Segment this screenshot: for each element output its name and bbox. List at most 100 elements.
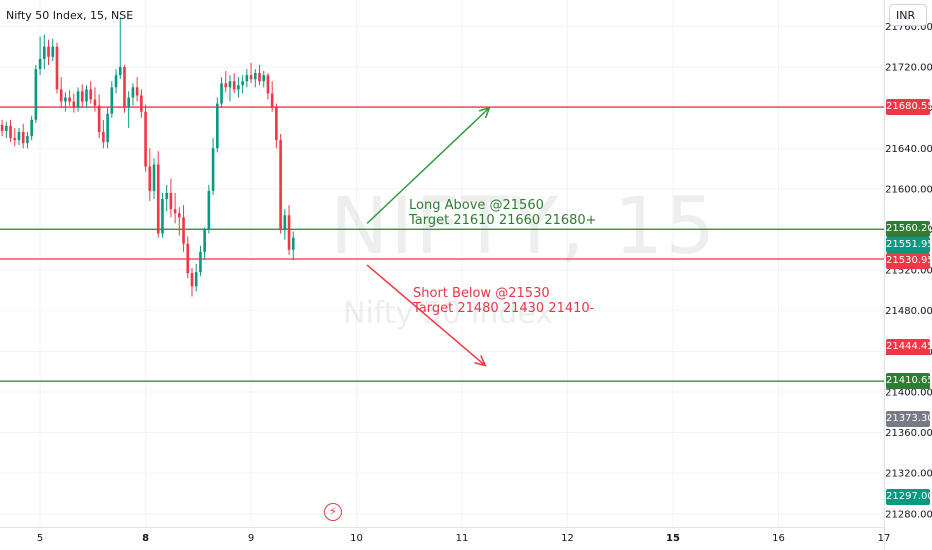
- y-tick-label: 21760.00: [885, 22, 932, 33]
- candle-body: [17, 132, 21, 141]
- y-tick-label: 21520.00: [885, 266, 932, 277]
- candle-body: [203, 229, 206, 252]
- candle-body: [123, 67, 126, 108]
- x-tick-label: 16: [772, 533, 785, 544]
- candle-body: [51, 46, 55, 57]
- candle-body: [114, 75, 118, 88]
- candle-body: [156, 164, 160, 234]
- candle-body: [89, 89, 93, 100]
- x-tick-label: 11: [456, 533, 469, 544]
- candle-body: [106, 113, 109, 143]
- candle-body: [287, 215, 291, 250]
- x-tick-label: 15: [666, 533, 680, 544]
- long-note-line-2: Target 21610 21660 21680+: [409, 213, 597, 228]
- candle-body: [232, 81, 236, 90]
- candle-body: [152, 164, 156, 191]
- candle-body: [68, 97, 71, 102]
- price-tag: 21410.65: [886, 373, 932, 390]
- x-tick-label: 5: [37, 533, 43, 544]
- candle-body: [110, 87, 114, 114]
- long-arrow: [366, 107, 490, 224]
- candle-body: [194, 272, 198, 287]
- y-tick-label: 21720.00: [885, 63, 932, 74]
- candle-body: [173, 209, 177, 214]
- short-note: Short Below @21530 Target 21480 21430 21…: [413, 286, 594, 316]
- currency-selector[interactable]: INR: [889, 4, 927, 26]
- price-tag: 21560.20: [886, 221, 932, 238]
- candle-body: [55, 46, 59, 90]
- price-tag: 21530.95: [886, 253, 932, 270]
- x-tick-label: 17: [878, 533, 891, 544]
- candle-body: [291, 237, 295, 250]
- lightning-icon[interactable]: ⚡: [324, 503, 342, 521]
- candle-body: [258, 73, 261, 82]
- symbol-title: Nifty 50 Index, 15, NSE: [6, 9, 134, 22]
- x-tick-label: 10: [350, 533, 363, 544]
- candle-body: [127, 97, 131, 108]
- y-tick-label: 21480.00: [885, 306, 932, 317]
- candle-body: [148, 166, 152, 191]
- short-note-line-1: Short Below @21530: [413, 286, 550, 301]
- candle-body: [144, 111, 147, 167]
- price-tag: 21297.00: [886, 488, 932, 505]
- long-note-line-1: Long Above @21560: [409, 198, 544, 213]
- candle-body: [279, 140, 282, 230]
- candle-body: [47, 46, 50, 57]
- candle-body: [72, 101, 76, 108]
- candle-body: [165, 192, 168, 200]
- candle-body: [38, 58, 42, 70]
- candle-body: [190, 273, 194, 287]
- arrow-head: [478, 106, 491, 119]
- candle-body: [207, 190, 211, 230]
- candle-body: [249, 75, 253, 80]
- candle-body: [0, 124, 4, 131]
- candle-body: [161, 199, 164, 234]
- candle-body: [21, 132, 25, 144]
- candle-body: [85, 89, 88, 102]
- y-tick-label: 21640.00: [885, 144, 932, 155]
- candle-body: [220, 83, 223, 104]
- candle-body: [224, 83, 228, 88]
- candle-body: [266, 75, 270, 94]
- candle-body: [228, 81, 232, 88]
- candle-body: [5, 125, 8, 131]
- x-tick-label: 8: [142, 533, 149, 544]
- candle-body: [80, 91, 84, 102]
- candle-body: [97, 105, 101, 133]
- x-tick-label: 9: [248, 533, 254, 544]
- y-tick-label: 21360.00: [885, 428, 932, 439]
- watermark-description: Nifty 50 Index: [343, 296, 554, 331]
- candle-body: [30, 119, 33, 137]
- candle-body: [34, 69, 38, 120]
- candle-body: [13, 138, 17, 141]
- candle-body: [211, 148, 215, 191]
- x-tick-label: 12: [561, 533, 574, 544]
- candle-body: [215, 103, 219, 149]
- price-tag: 21680.55: [886, 99, 932, 116]
- candle-body: [93, 99, 97, 106]
- candle-body: [199, 251, 202, 273]
- price-tag: 21444.45: [886, 338, 932, 355]
- candle-body: [102, 132, 105, 143]
- candle-body: [283, 215, 287, 230]
- y-tick-label: 21600.00: [885, 184, 932, 195]
- candle-body: [131, 87, 135, 98]
- candle-body: [76, 91, 80, 108]
- short-note-line-2: Target 21480 21430 21410-: [413, 301, 595, 316]
- candle-body: [245, 75, 249, 82]
- candle-body: [253, 73, 257, 80]
- candle-body: [140, 95, 143, 112]
- watermark-symbol: NIFTY, 15: [330, 182, 717, 272]
- candle-body: [241, 81, 244, 86]
- candle-body: [186, 243, 190, 274]
- candle-body: [64, 97, 67, 102]
- arrow-head: [474, 355, 487, 367]
- price-tag: 21373.30: [886, 411, 932, 428]
- price-tag: 21551.95: [886, 237, 932, 254]
- short-arrow: [366, 264, 486, 367]
- candle-body: [118, 67, 122, 76]
- candle-body: [237, 85, 240, 90]
- candle-body: [169, 192, 173, 210]
- candle-body: [59, 89, 63, 102]
